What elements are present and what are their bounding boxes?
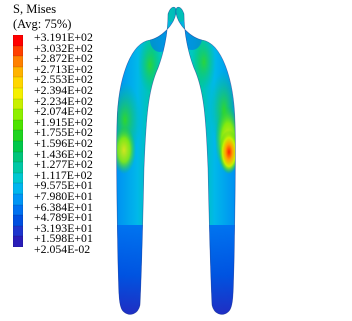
legend-value: +2.394E+02 <box>34 82 93 97</box>
legend-value: +3.191E+02 <box>34 30 93 44</box>
legend-value: +2.054E-02 <box>34 241 91 256</box>
legend-title: S, Mises <box>13 2 57 16</box>
legend-value: +1.436E+02 <box>34 146 93 161</box>
legend-swatch <box>13 236 23 247</box>
legend-swatch <box>13 140 23 152</box>
legend-header: S, Mises (Avg: 75%) <box>13 2 71 32</box>
legend-swatch <box>13 87 23 99</box>
legend-averaging: (Avg: 75%) <box>13 17 72 31</box>
legend-value: +3.032E+02 <box>34 40 93 55</box>
legend-value: +1.755E+02 <box>34 125 93 140</box>
legend-swatch <box>13 56 23 67</box>
legend-value: +1.596E+02 <box>34 135 93 150</box>
legend-value: +4.789E+01 <box>34 210 93 225</box>
legend-swatch <box>13 119 23 131</box>
legend-swatch <box>13 130 23 141</box>
legend-swatch <box>13 98 23 110</box>
legend-swatch <box>13 215 23 226</box>
legend-swatch <box>13 109 23 120</box>
legend-swatch <box>13 45 23 57</box>
legend-value: +9.575E+01 <box>34 178 93 193</box>
legend-swatch <box>13 204 23 216</box>
legend-swatch <box>13 35 23 46</box>
legend-value: +2.074E+02 <box>34 104 93 119</box>
legend-value: +2.872E+02 <box>34 51 93 66</box>
legend-value: +7.980E+01 <box>34 188 93 203</box>
legend-value: +1.598E+01 <box>34 231 93 246</box>
legend-swatch <box>13 162 23 173</box>
right-part <box>175 6 236 315</box>
legend-value: +2.713E+02 <box>34 61 93 76</box>
legend-value: +1.117E+02 <box>34 167 93 182</box>
legend-value: +6.384E+01 <box>34 199 93 214</box>
legend-swatch <box>13 77 23 88</box>
legend-value: +2.234E+02 <box>34 93 93 108</box>
legend-swatch <box>13 66 23 78</box>
legend-swatch <box>13 193 23 205</box>
legend-value: +1.277E+02 <box>34 157 93 172</box>
legend-value: +2.553E+02 <box>34 72 93 87</box>
legend-swatch <box>13 225 23 237</box>
legend-swatch <box>13 151 23 163</box>
legend-value: +3.193E+01 <box>34 220 93 235</box>
legend-value: +1.915E+02 <box>34 114 93 129</box>
left-part <box>116 6 177 315</box>
legend-swatch <box>13 172 23 184</box>
legend-swatch <box>13 183 23 194</box>
